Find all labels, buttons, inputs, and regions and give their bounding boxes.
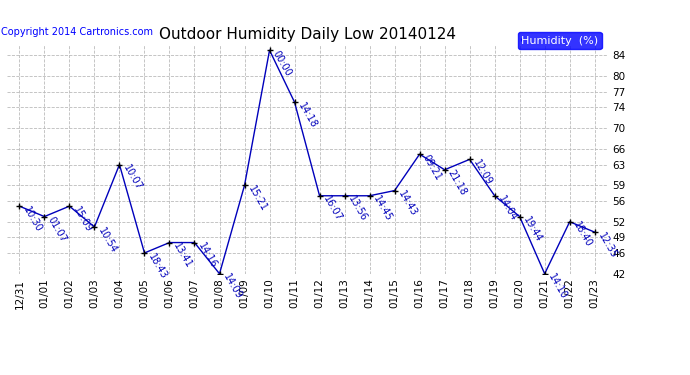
Text: 13:56: 13:56 — [346, 194, 368, 224]
Text: 18:43: 18:43 — [146, 252, 168, 280]
Text: 14:43: 14:43 — [396, 189, 419, 218]
Text: 14:18: 14:18 — [296, 101, 319, 130]
Text: 09:21: 09:21 — [421, 153, 444, 182]
Legend: Humidity  (%): Humidity (%) — [518, 32, 602, 49]
Text: 13:41: 13:41 — [171, 241, 193, 270]
Text: Copyright 2014 Cartronics.com: Copyright 2014 Cartronics.com — [1, 27, 153, 37]
Text: 15:09: 15:09 — [71, 205, 93, 234]
Text: 10:54: 10:54 — [96, 226, 119, 255]
Text: 12:09: 12:09 — [471, 158, 493, 187]
Text: 14:45: 14:45 — [371, 194, 393, 224]
Text: 00:00: 00:00 — [271, 49, 293, 78]
Text: 01:07: 01:07 — [46, 215, 68, 244]
Text: 10:30: 10:30 — [21, 205, 43, 234]
Text: 14:10: 14:10 — [546, 272, 569, 302]
Text: 19:44: 19:44 — [521, 215, 544, 244]
Text: 14:16: 14:16 — [196, 241, 219, 270]
Text: 18:40: 18:40 — [571, 220, 593, 249]
Text: 21:18: 21:18 — [446, 168, 469, 198]
Text: 14:09: 14:09 — [221, 272, 244, 302]
Text: 14:04: 14:04 — [496, 194, 519, 224]
Text: 15:21: 15:21 — [246, 184, 268, 213]
Text: 12:35: 12:35 — [596, 231, 619, 260]
Title: Outdoor Humidity Daily Low 20140124: Outdoor Humidity Daily Low 20140124 — [159, 27, 455, 42]
Text: 10:07: 10:07 — [121, 163, 144, 192]
Text: 16:07: 16:07 — [321, 194, 344, 224]
